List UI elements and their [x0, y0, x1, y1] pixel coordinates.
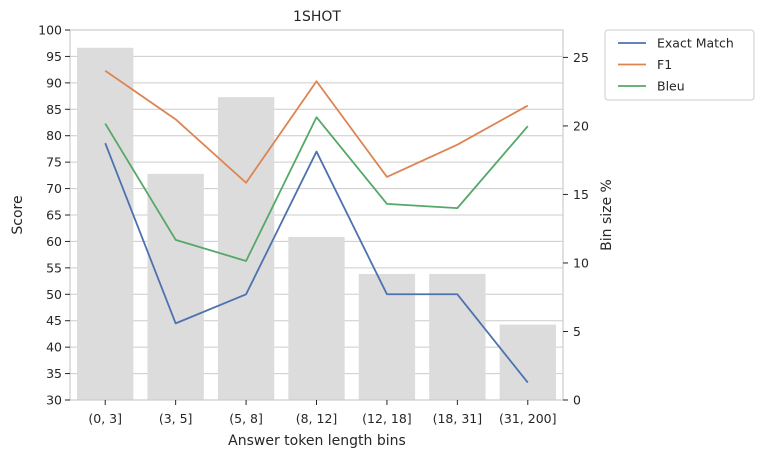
x-tick-label: (0, 3] [88, 411, 122, 426]
x-tick-label: (8, 12] [296, 411, 338, 426]
left-y-tick-label: 55 [46, 260, 62, 275]
left-y-tick-label: 80 [46, 128, 62, 143]
left-y-tick-label: 100 [38, 23, 62, 38]
bin-size-bar [77, 47, 134, 400]
x-tick-label: (31, 200] [499, 411, 556, 426]
legend-label: Exact Match [657, 36, 734, 51]
left-y-tick-label: 95 [46, 49, 62, 64]
bin-size-bar [288, 236, 345, 400]
left-y-tick-label: 75 [46, 155, 62, 170]
bin-size-bar [499, 324, 556, 400]
series-line-exact-match [104, 142, 529, 384]
bin-size-bar [147, 173, 204, 400]
right-y-tick-label: 25 [573, 50, 589, 65]
right-y-tick-label: 0 [573, 393, 581, 408]
left-y-tick-label: 85 [46, 102, 62, 117]
score-lines [104, 69, 529, 384]
right-y-tick-label: 20 [573, 118, 589, 133]
left-y-tick-label: 50 [46, 287, 62, 302]
left-y-tick-label: 35 [46, 366, 62, 381]
axes: 30 35 40 45 50 55 60 65 70 75 80 85 90 95 100 0 5 10 15 20 2… [38, 23, 589, 427]
right-y-tick-label: 10 [573, 255, 589, 270]
chart-title: 1SHOT [293, 9, 341, 25]
bin-size-bar [429, 273, 486, 400]
legend-label: F1 [657, 57, 672, 72]
x-tick-label: (3, 5] [159, 411, 193, 426]
bin-size-bars [77, 47, 556, 401]
left-y-tick-label: 45 [46, 313, 62, 328]
x-axis-label: Answer token length bins [228, 433, 406, 449]
x-tick-label: (5, 8] [229, 411, 263, 426]
legend-label: Bleu [657, 79, 685, 94]
left-y-tick-label: 40 [46, 340, 62, 355]
left-y-tick-label: 30 [46, 393, 62, 408]
legend: Exact Match F1 Bleu [604, 29, 755, 101]
left-y-tick-label: 90 [46, 75, 62, 90]
left-y-tick-label: 60 [46, 234, 62, 249]
bin-size-bar [217, 97, 275, 401]
right-y-axis-label: Bin size % [599, 179, 615, 251]
series-line-f1 [104, 69, 529, 184]
series-line-bleu [104, 116, 529, 262]
right-y-tick-label: 5 [573, 324, 581, 339]
left-y-tick-label: 70 [46, 181, 62, 196]
x-tick-label: (12, 18] [362, 411, 412, 426]
legend-box [604, 29, 755, 101]
right-y-tick-label: 15 [573, 187, 589, 202]
left-y-tick-label: 65 [46, 208, 62, 223]
left-y-axis-label: Score [10, 195, 26, 234]
x-tick-label: (18, 31] [433, 411, 483, 426]
